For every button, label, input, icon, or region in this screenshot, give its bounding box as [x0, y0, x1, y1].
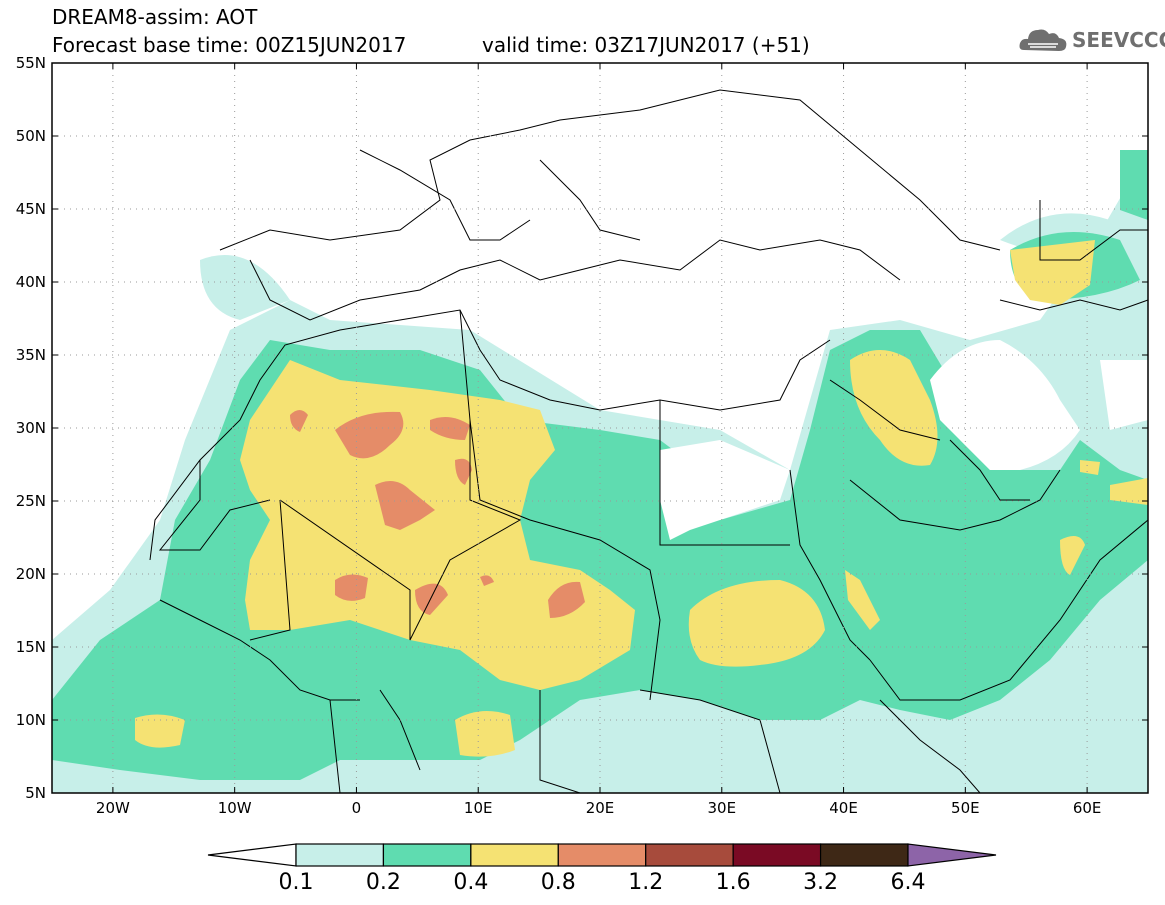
lat-label: 40N — [16, 273, 46, 291]
lon-label: 10E — [464, 799, 493, 817]
country-borders — [149, 89, 1148, 793]
colorbar-box — [382, 843, 472, 867]
colorbar-label: 3.2 — [803, 870, 839, 895]
colorbar-label: 0.4 — [453, 870, 489, 895]
seevccc-logo: SEEVCCC — [1018, 22, 1165, 58]
colorbar-label: 0.2 — [365, 870, 401, 895]
colorbar-box — [557, 843, 647, 867]
colorbar — [207, 843, 997, 867]
colorbar-box — [295, 843, 385, 867]
longitude-labels: 20W 10W 0 10E 20E 30E 40E 50E 60E — [96, 799, 1101, 817]
colorbar-label: 0.8 — [540, 870, 576, 895]
colorbar-box — [645, 843, 734, 867]
aot-clear-areas — [660, 340, 1148, 540]
lat-label: 55N — [16, 54, 46, 72]
aot-field — [52, 63, 1148, 793]
valid-time: valid time: 03Z17JUN2017 (+51) — [482, 33, 810, 57]
axis-ticks — [52, 62, 1148, 794]
colorbar-box — [470, 843, 559, 867]
lon-label: 30E — [707, 799, 736, 817]
lat-label: 50N — [16, 127, 46, 145]
colorbar-box — [732, 843, 822, 867]
logo-text: SEEVCCC — [1072, 28, 1165, 52]
lon-label: 40E — [829, 799, 858, 817]
colorbar-box — [819, 843, 909, 867]
colorbar-over-arrow — [907, 843, 997, 867]
cloud-icon — [1019, 29, 1067, 51]
colorbar-label: 1.6 — [715, 870, 751, 895]
lon-label: 20E — [586, 799, 615, 817]
aot-level-0.8 — [290, 410, 585, 618]
lon-label: 50E — [951, 799, 980, 817]
lon-label: 0 — [352, 799, 362, 817]
map-title: DREAM8-assim: AOT — [52, 5, 258, 29]
lat-label: 45N — [16, 200, 46, 218]
lat-label: 10N — [16, 711, 46, 729]
colorbar-under-arrow — [207, 843, 297, 867]
lon-label: 20W — [96, 799, 130, 817]
lon-label: 60E — [1073, 799, 1102, 817]
colorbar-label: 1.2 — [628, 870, 664, 895]
lon-label: 10W — [218, 799, 252, 817]
forecast-base-time: Forecast base time: 00Z15JUN2017 — [52, 33, 407, 57]
colorbar-label: 6.4 — [890, 870, 926, 895]
lat-label: 5N — [25, 784, 46, 802]
lat-label: 25N — [16, 492, 46, 510]
lat-label: 35N — [16, 346, 46, 364]
colorbar-label: 0.1 — [278, 870, 314, 895]
lat-label: 15N — [16, 638, 46, 656]
lat-label: 30N — [16, 419, 46, 437]
aot-level-0.4 — [135, 240, 1148, 757]
lat-label: 20N — [16, 565, 46, 583]
latitude-labels: 55N 50N 45N 40N 35N 30N 25N 20N 15N 10N 5N — [16, 54, 46, 802]
